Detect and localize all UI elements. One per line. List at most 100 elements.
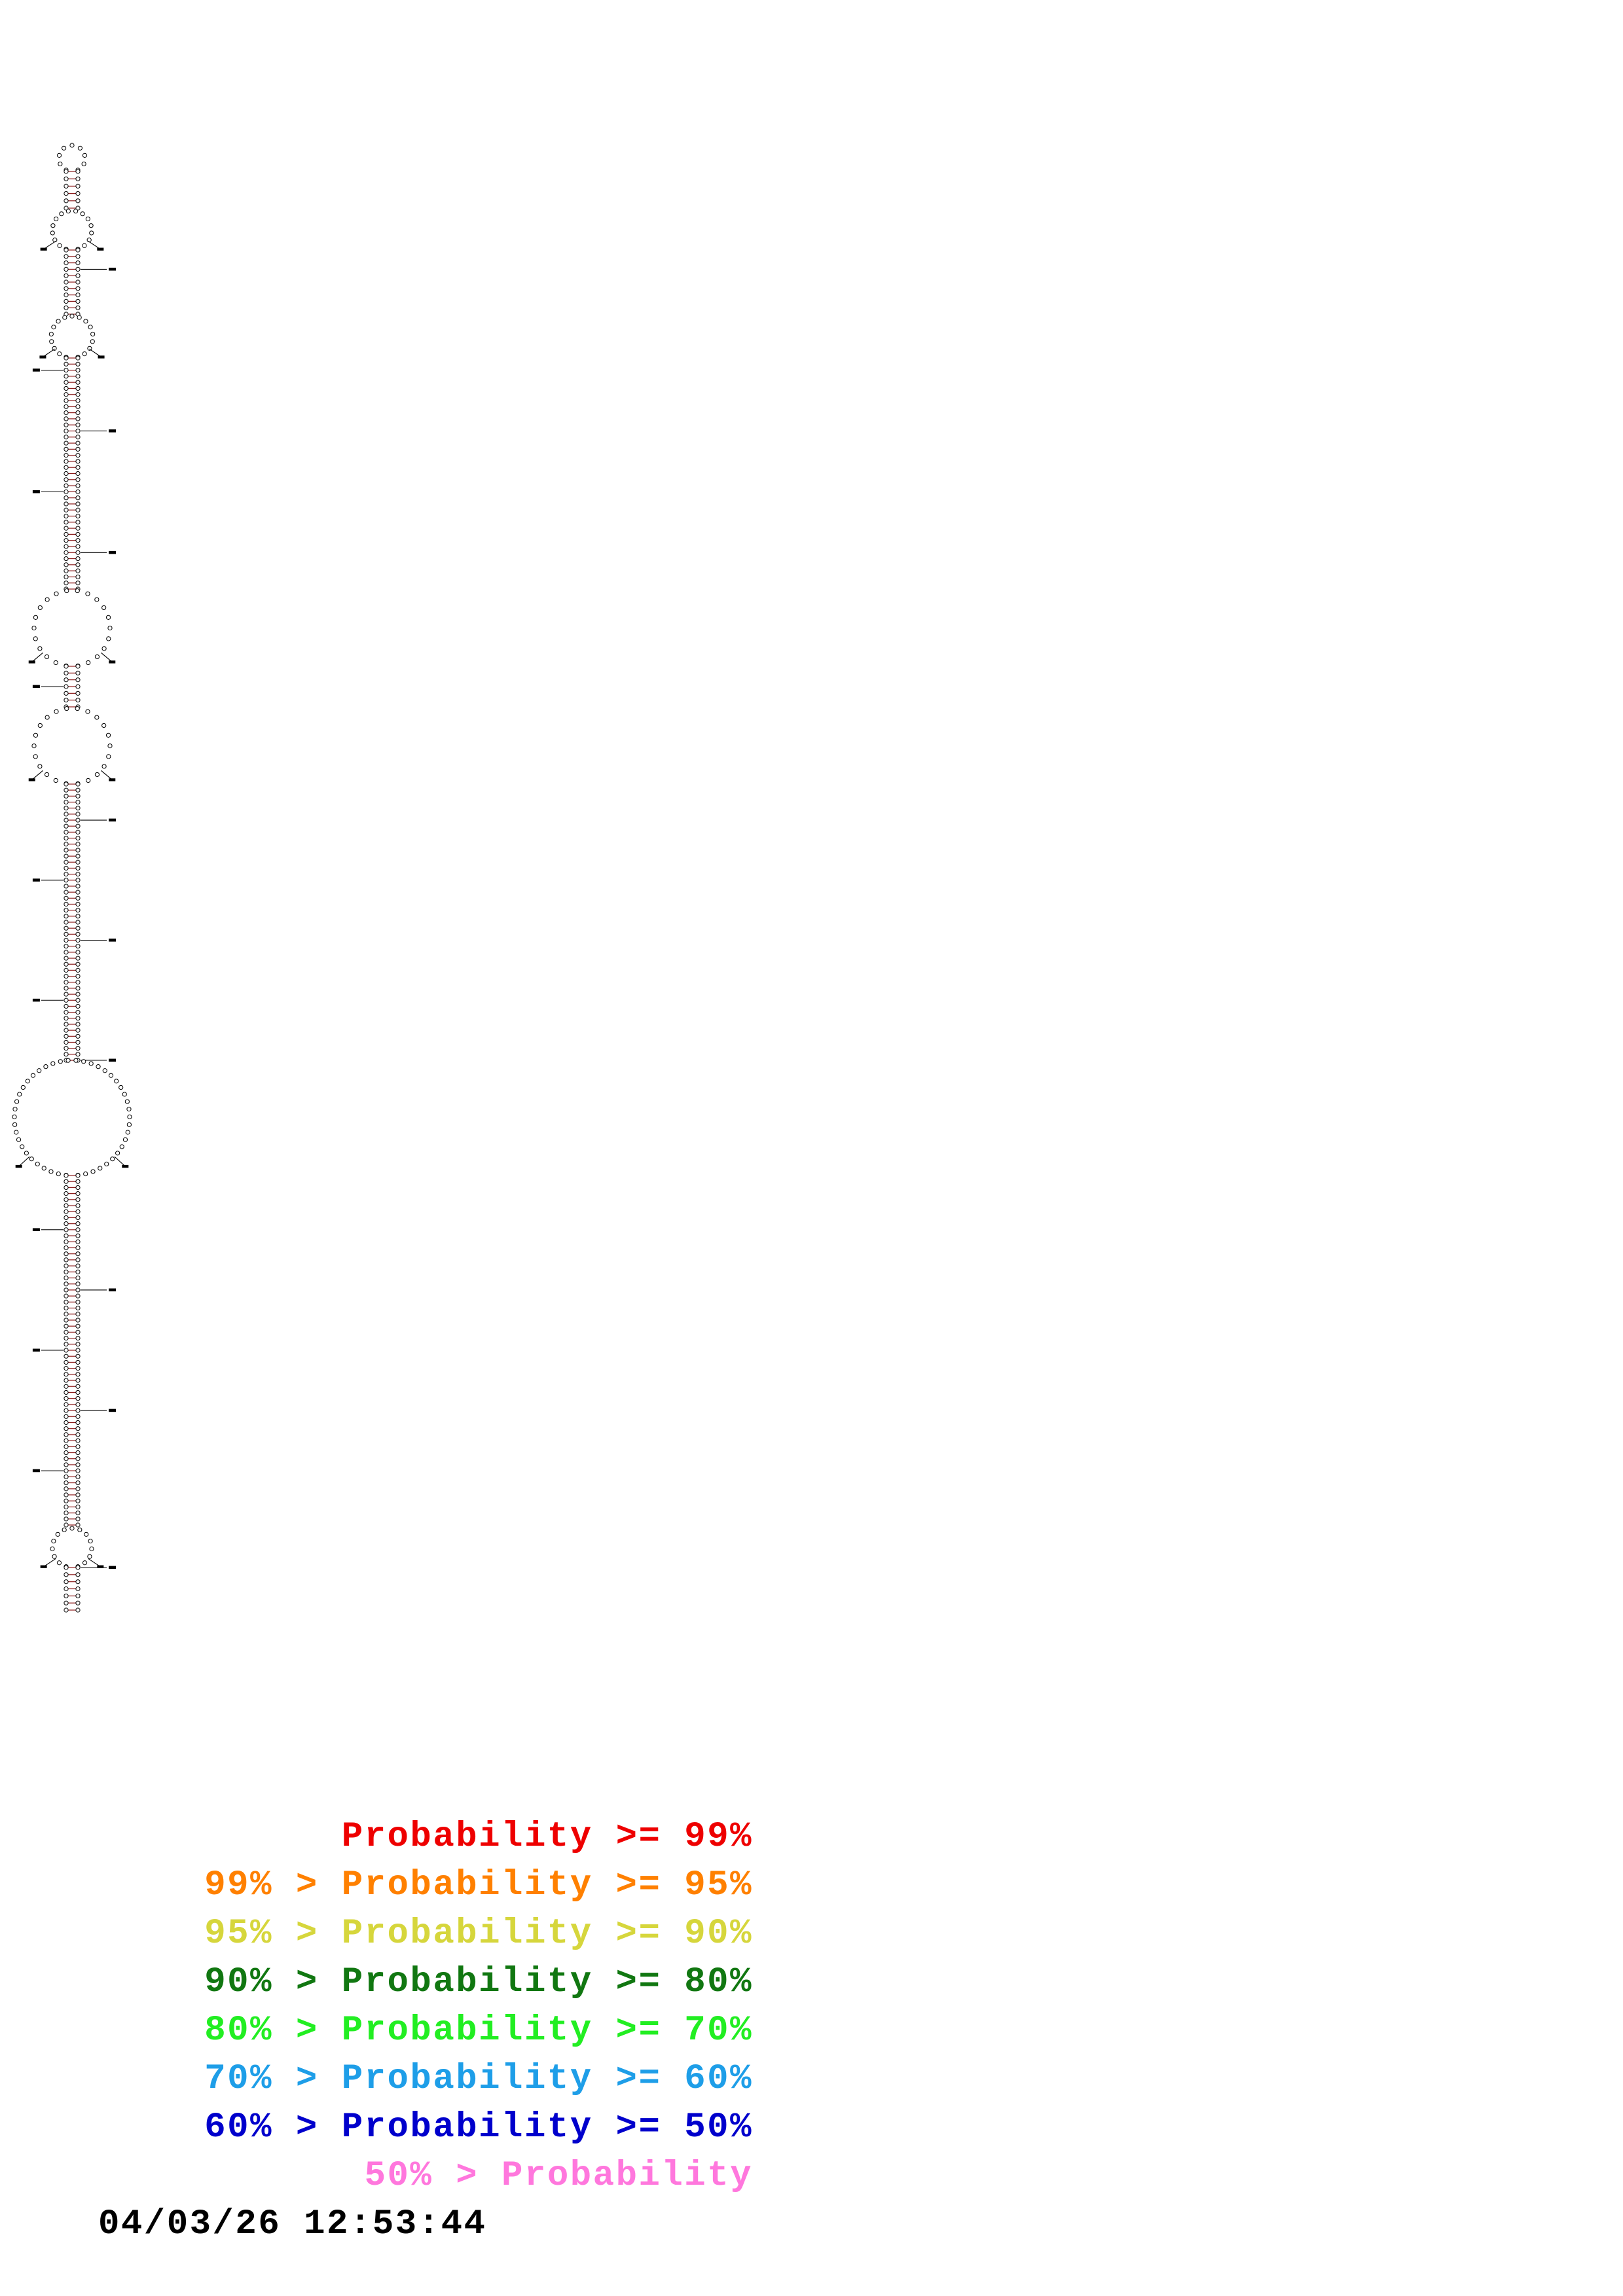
nucleotide-circle-loop [75,588,80,594]
nucleotide-circle-left [64,931,69,937]
nucleotide-circle-loop [90,331,96,337]
nucleotide-circle-right [75,1432,81,1437]
nucleotide-circle-left [64,1185,69,1191]
nucleotide-circle-left [64,1607,69,1613]
sequence-number-label [32,490,40,493]
nucleotide-circle-loop [25,1079,30,1084]
nucleotide-circle-left [64,1003,69,1009]
nucleotide-circle-right [75,950,81,955]
nucleotide-circle-left [64,691,69,696]
nucleotide-circle-loop [48,331,54,337]
nucleotide-circle-loop [88,1061,94,1066]
nucleotide-circle-loop [64,706,69,711]
nucleotide-circle-right [75,1215,81,1221]
nucleotide-circle-left [64,1420,69,1426]
nucleotide-circle-right [75,279,81,285]
nucleotide-circle-left [64,1335,69,1341]
nucleotide-circle-left [64,198,69,204]
nucleotide-circle-left [64,1438,69,1443]
nucleotide-circle-right [75,925,81,931]
nucleotide-circle-loop [105,732,111,738]
nucleotide-circle-right [75,829,81,834]
nucleotide-circle-left [64,884,69,889]
nucleotide-circle-left [64,1052,69,1057]
nucleotide-circle-loop [52,1554,57,1559]
nucleotide-circle-left [64,1287,69,1293]
nucleotide-circle-left [64,465,69,470]
nucleotide-circle-loop [16,1137,22,1142]
nucleotide-circle-left [64,410,69,416]
legend-row: 95% > Probability >= 90% [204,1914,753,1954]
nucleotide-circle-left [64,817,69,823]
nucleotide-circle-left [64,842,69,847]
nucleotide-circle-loop [62,145,67,151]
nucleotide-circle-loop [37,646,43,651]
nucleotide-circle-loop [107,626,113,631]
nucleotide-circle-left [64,1354,69,1359]
nucleotide-circle-left [64,1450,69,1456]
sequence-number-tick [114,1156,126,1167]
nucleotide-circle-right [75,895,81,901]
nucleotide-circle-left [64,191,69,196]
nucleotide-circle-loop [31,744,37,749]
nucleotide-circle-left [64,404,69,409]
nucleotide-circle-left [64,1444,69,1449]
nucleotide-circle-left [64,1312,69,1317]
nucleotide-circle-loop [51,325,56,330]
nucleotide-circle-loop [88,1538,93,1544]
nucleotide-circle-left [64,806,69,811]
nucleotide-circle-loop [114,1079,119,1084]
nucleotide-circle-left [64,279,69,285]
nucleotide-circle-right [75,1191,81,1196]
nucleotide-circle-loop [90,339,95,344]
nucleotide-circle-right [75,298,81,304]
sequence-number-label [109,1058,117,1062]
nucleotide-circle-loop [77,145,82,151]
nucleotide-circle-right [75,1269,81,1274]
nucleotide-circle-left [64,997,69,1003]
nucleotide-circle-right [75,191,81,196]
nucleotide-circle-left [64,835,69,841]
nucleotide-circle-left [64,453,69,458]
nucleotide-circle-loop [75,706,80,711]
sequence-number-label [109,939,117,942]
nucleotide-circle-loop [33,732,39,738]
nucleotide-circle-loop [86,660,91,666]
nucleotide-circle-right [75,980,81,985]
nucleotide-circle-loop [37,1068,42,1073]
nucleotide-circle-loop [12,1114,17,1120]
nucleotide-circle-right [75,1510,81,1516]
nucleotide-circle-loop [48,1169,54,1174]
nucleotide-circle-loop [12,1122,18,1127]
nucleotide-circle-left [64,1215,69,1221]
nucleotide-circle-loop [82,351,87,357]
nucleotide-circle-right [75,914,81,919]
nucleotide-circle-right [75,967,81,973]
nucleotide-circle-left [64,176,69,181]
nucleotide-circle-right [75,453,81,458]
nucleotide-circle-loop [69,143,75,148]
nucleotide-circle-loop [54,216,59,222]
nucleotide-circle-loop [82,243,87,248]
nucleotide-circle-right [75,1173,81,1178]
nucleotide-circle-loop [50,1061,56,1066]
nucleotide-circle-left [64,992,69,997]
nucleotide-circle-right [75,1408,81,1413]
nucleotide-circle-loop [53,778,58,783]
nucleotide-circle-left [64,286,69,291]
nucleotide-circle-right [75,677,81,683]
sequence-number-tick [101,652,113,662]
nucleotide-circle-right [75,1329,81,1335]
nucleotide-circle-left [64,937,69,943]
nucleotide-circle-loop [101,723,107,728]
nucleotide-circle-right [75,865,81,871]
nucleotide-circle-right [75,872,81,877]
nucleotide-circle-right [75,1354,81,1359]
nucleotide-circle-right [75,386,81,391]
nucleotide-circle-loop [77,315,82,320]
nucleotide-circle-right [75,1046,81,1051]
nucleotide-circle-left [64,1275,69,1281]
nucleotide-circle-left [64,1251,69,1257]
sequence-number-label [109,1566,117,1570]
nucleotide-circle-left [64,435,69,440]
